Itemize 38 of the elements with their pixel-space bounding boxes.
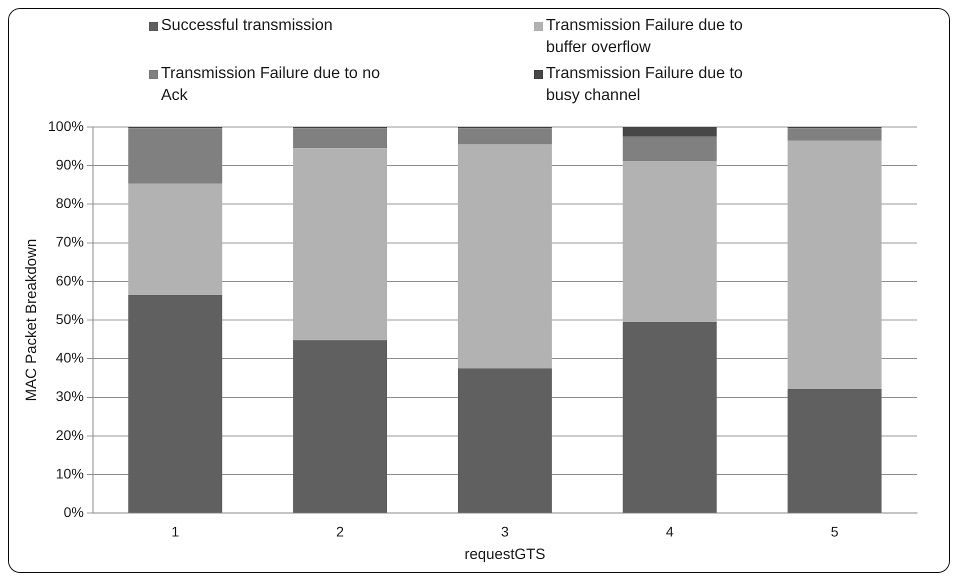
bar [788, 140, 882, 389]
y-tick-label: 70% [56, 234, 84, 250]
x-tick-label: 5 [830, 523, 839, 540]
bar [622, 322, 717, 513]
bar [128, 184, 222, 295]
x-tick-label: 4 [666, 523, 674, 540]
y-tick-label: 60% [56, 272, 84, 288]
legend-label: Successful transmission [161, 16, 333, 36]
y-tick-label: 100% [48, 118, 84, 134]
x-tick-label: 2 [336, 523, 344, 540]
bar [128, 294, 222, 513]
bar [622, 127, 717, 137]
bar [293, 148, 388, 340]
y-tick-label: 20% [56, 426, 84, 443]
y-tick-label: 80% [56, 195, 84, 212]
bar [293, 340, 388, 513]
y-tick-label: 0% [64, 504, 84, 520]
legend-label: Transmission Failure due to buffer overflow [546, 16, 744, 58]
bar [622, 160, 717, 322]
y-tick-label: 50% [56, 310, 84, 327]
y-tick-label: 90% [56, 156, 84, 172]
bar [128, 128, 222, 184]
bar [293, 128, 388, 148]
y-tick-label: 40% [56, 350, 84, 366]
bar [788, 128, 882, 141]
y-tick-label: 10% [56, 465, 84, 482]
y-tick-label: 30% [56, 388, 84, 404]
legend-label: Transmission Failure due to busy channel [546, 64, 744, 106]
x-tick-label: 1 [171, 523, 180, 540]
x-axis-title: requestGTS [464, 546, 546, 564]
x-tick-label: 3 [501, 523, 510, 540]
legend-label: Transmission Failure due to no Ack [161, 64, 382, 106]
bar [458, 128, 552, 144]
bar [458, 144, 552, 368]
bar [458, 368, 552, 513]
bar [622, 136, 717, 161]
bar [788, 388, 882, 513]
y-axis-title: MAC Packet Breakdown [23, 238, 40, 402]
